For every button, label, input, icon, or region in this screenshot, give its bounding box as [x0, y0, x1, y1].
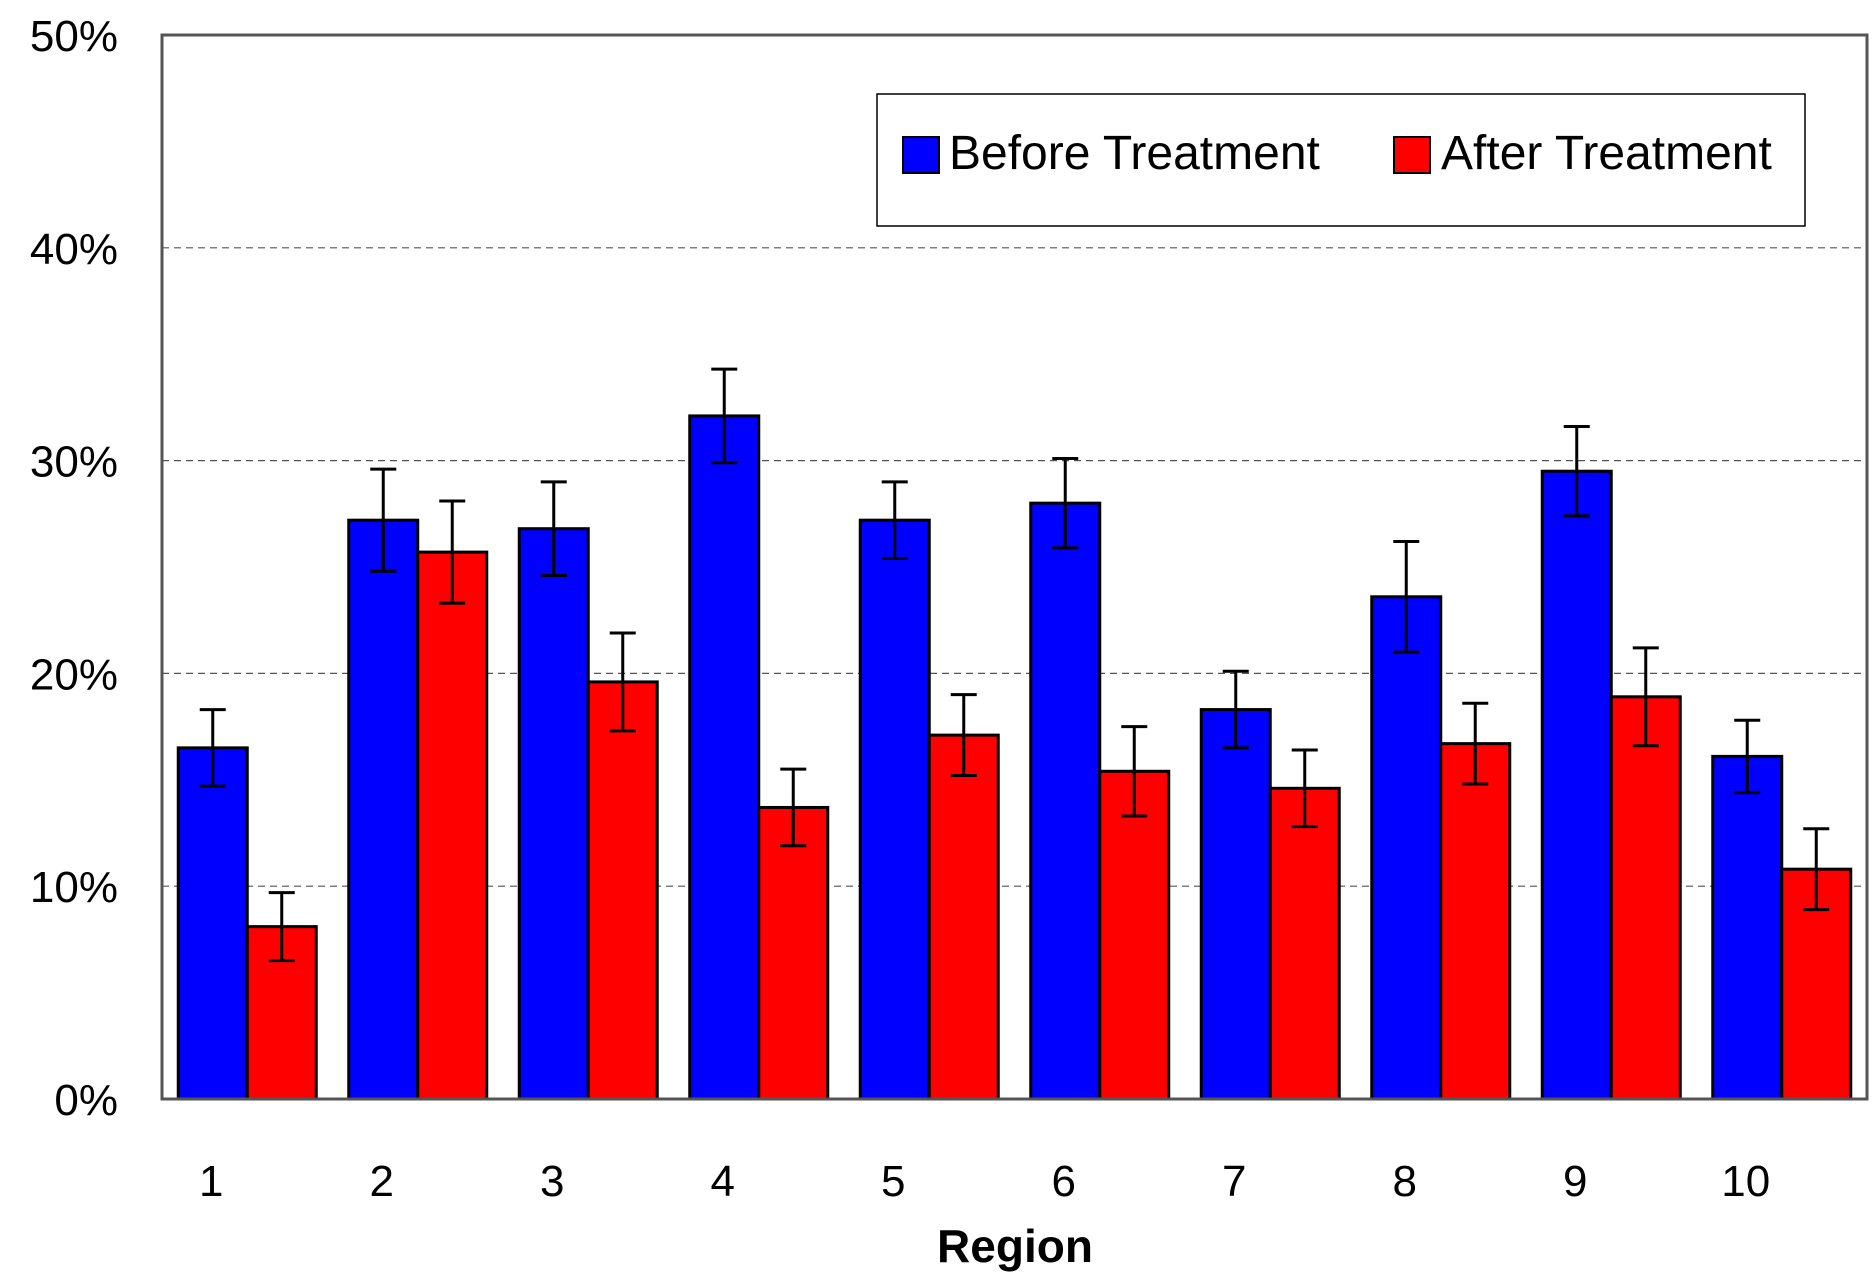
bars: [176, 367, 1853, 1101]
y-tick-label: 40%: [30, 225, 118, 274]
legend-swatch-before-treatment: [902, 136, 940, 174]
y-tick-label: 0%: [54, 1076, 118, 1125]
bar-after-treatment: [1439, 742, 1512, 1101]
x-tick-label: 8: [1393, 1157, 1417, 1206]
y-tick-label: 30%: [30, 438, 118, 487]
bar-before-treatment: [1029, 501, 1102, 1101]
x-tick-label: 4: [711, 1157, 735, 1206]
bar-before-treatment: [1199, 708, 1272, 1101]
bar-after-treatment: [927, 733, 1000, 1101]
y-tick-label: 20%: [30, 650, 118, 699]
y-axis-ticks: 0% 10% 20% 30% 40% 50%: [30, 12, 118, 1125]
x-axis-ticks: 1 2 3 4 5 6 7 8 9 10: [199, 1157, 1770, 1206]
legend: Before Treatment After Treatment: [876, 93, 1806, 227]
y-tick-label: 10%: [30, 863, 118, 912]
bar-after-treatment: [1609, 695, 1682, 1101]
x-tick-label: 7: [1222, 1157, 1246, 1206]
bar-after-treatment: [586, 680, 659, 1101]
bar-before-treatment: [1540, 469, 1613, 1101]
x-tick-label: 5: [881, 1157, 905, 1206]
y-tick-label: 50%: [30, 12, 118, 61]
bar-before-treatment: [517, 527, 590, 1101]
bar-after-treatment: [1268, 786, 1341, 1101]
x-tick-label: 6: [1052, 1157, 1076, 1206]
legend-swatch-after-treatment: [1393, 136, 1431, 174]
bar-before-treatment: [176, 746, 249, 1101]
bar-after-treatment: [1780, 867, 1853, 1101]
x-tick-label: 3: [540, 1157, 564, 1206]
legend-label-after-treatment: After Treatment: [1441, 127, 1772, 180]
x-tick-label: 10: [1721, 1157, 1770, 1206]
x-axis-title: Region: [937, 1220, 1093, 1272]
bar-after-treatment: [757, 805, 830, 1101]
legend-box: [876, 93, 1806, 227]
bar-before-treatment: [688, 414, 761, 1101]
legend-label-before-treatment: Before Treatment: [949, 127, 1320, 180]
x-tick-label: 1: [199, 1157, 223, 1206]
bar-before-treatment: [1370, 595, 1443, 1101]
x-tick-label: 2: [370, 1157, 394, 1206]
bar-before-treatment: [347, 518, 420, 1101]
bar-before-treatment: [1711, 754, 1784, 1101]
bar-after-treatment: [1098, 769, 1171, 1101]
x-tick-label: 9: [1563, 1157, 1587, 1206]
bar-after-treatment: [416, 550, 489, 1101]
bar-before-treatment: [858, 518, 931, 1101]
